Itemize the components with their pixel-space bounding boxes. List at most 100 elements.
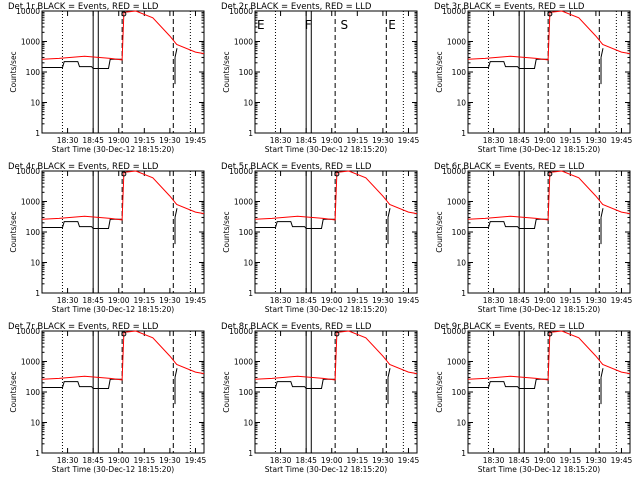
y-tick-label: 100 xyxy=(26,68,41,77)
x-tick-label: 19:30 xyxy=(372,456,394,465)
events-spike xyxy=(600,48,604,85)
x-tick-label: 19:15 xyxy=(347,456,369,465)
x-tick-label: 18:30 xyxy=(483,296,505,305)
x-tick-label: 19:30 xyxy=(159,456,181,465)
lld-series-line xyxy=(467,10,631,61)
x-tick-label: 18:30 xyxy=(483,456,505,465)
x-tick-label: 19:30 xyxy=(585,296,607,305)
x-tick-label: 19:45 xyxy=(398,136,420,145)
y-tick-label: 1000 xyxy=(234,38,253,47)
x-tick-label: 19:00 xyxy=(321,456,343,465)
x-tick-label: 19:15 xyxy=(347,296,369,305)
events-series-line xyxy=(42,218,123,229)
x-tick-label: 18:45 xyxy=(295,296,317,305)
y-tick-label: 10000 xyxy=(442,167,466,176)
y-axis-label: Counts/sec xyxy=(9,211,18,252)
lld-series-line xyxy=(254,170,418,221)
x-axis-label: Start Time (30-Dec-12 18:15:20) xyxy=(265,145,387,154)
detector-panel: Det 8r BLACK = Events, RED = LLD 1 10 100 10… xyxy=(221,322,420,474)
lld-series-line xyxy=(254,330,418,381)
y-tick-label: 10 xyxy=(456,419,466,428)
x-tick-label: 18:45 xyxy=(508,456,530,465)
y-tick-label: 10000 xyxy=(16,7,40,16)
x-tick-label: 19:00 xyxy=(108,296,130,305)
x-tick-label: 19:00 xyxy=(108,136,130,145)
detector-panel: Det 3r BLACK = Events, RED = LLD 1 10 100 10… xyxy=(434,2,633,154)
x-tick-label: 18:30 xyxy=(270,296,292,305)
y-tick-label: 100 xyxy=(239,388,254,397)
events-spike xyxy=(174,368,178,405)
y-tick-label: 1 xyxy=(35,449,40,458)
y-tick-label: 10 xyxy=(456,259,466,268)
y-axis-label: Counts/sec xyxy=(222,371,231,412)
x-tick-label: 18:30 xyxy=(57,456,79,465)
panel-title: Det 9r BLACK = Events, RED = LLD xyxy=(434,322,585,332)
lld-series-line xyxy=(467,170,631,221)
events-series-line xyxy=(42,58,123,69)
y-axis-label: Counts/sec xyxy=(222,51,231,92)
panel-title: Det 4r BLACK = Events, RED = LLD xyxy=(8,162,159,172)
events-spike xyxy=(174,48,178,85)
x-axis-label: Start Time (30-Dec-12 18:15:20) xyxy=(52,145,174,154)
y-axis-label: Counts/sec xyxy=(9,371,18,412)
x-axis-label: Start Time (30-Dec-12 18:15:20) xyxy=(265,465,387,474)
y-tick-label: 100 xyxy=(26,388,41,397)
y-tick-label: 10000 xyxy=(16,327,40,336)
x-tick-label: 19:15 xyxy=(134,296,156,305)
events-spike xyxy=(387,368,391,405)
peak-marker xyxy=(547,11,553,17)
events-spike xyxy=(600,368,604,405)
y-tick-label: 1000 xyxy=(447,198,466,207)
peak-marker xyxy=(121,11,127,17)
x-axis-label: Start Time (30-Dec-12 18:15:20) xyxy=(478,145,600,154)
events-series-line xyxy=(255,378,336,389)
y-tick-label: 100 xyxy=(26,228,41,237)
y-tick-label: 10 xyxy=(30,259,40,268)
x-tick-label: 18:30 xyxy=(57,296,79,305)
x-tick-label: 19:15 xyxy=(347,136,369,145)
x-tick-label: 19:15 xyxy=(134,136,156,145)
detector-panel: Det 7r BLACK = Events, RED = LLD 1 10 100 10… xyxy=(8,322,207,474)
y-axis-label: Counts/sec xyxy=(222,211,231,252)
y-axis-label: Counts/sec xyxy=(435,371,444,412)
x-tick-label: 18:45 xyxy=(295,136,317,145)
peak-marker xyxy=(121,171,127,177)
y-tick-label: 10 xyxy=(30,419,40,428)
x-axis-label: Start Time (30-Dec-12 18:15:20) xyxy=(478,465,600,474)
y-tick-label: 100 xyxy=(239,68,254,77)
x-tick-label: 19:45 xyxy=(611,456,633,465)
x-tick-label: 19:45 xyxy=(611,136,633,145)
y-tick-label: 1000 xyxy=(234,198,253,207)
x-tick-label: 19:15 xyxy=(560,136,582,145)
lld-series-line xyxy=(467,330,631,381)
x-tick-label: 18:30 xyxy=(270,136,292,145)
y-tick-label: 1000 xyxy=(234,358,253,367)
y-tick-label: 10 xyxy=(456,99,466,108)
y-tick-label: 10000 xyxy=(229,327,253,336)
y-tick-label: 1 xyxy=(35,289,40,298)
x-axis-label: Start Time (30-Dec-12 18:15:20) xyxy=(478,305,600,314)
detector-panel: Det 4r BLACK = Events, RED = LLD 1 10 100 10… xyxy=(8,162,207,314)
detector-panel: Det 1r BLACK = Events, RED = LLD 1 10 100 10… xyxy=(8,2,207,154)
y-tick-label: 1 xyxy=(461,449,466,458)
x-tick-label: 19:00 xyxy=(534,296,556,305)
x-tick-label: 18:45 xyxy=(295,456,317,465)
events-spike xyxy=(387,208,391,245)
panel-title: Det 1r BLACK = Events, RED = LLD xyxy=(8,2,159,12)
x-tick-label: 19:45 xyxy=(398,456,420,465)
y-tick-label: 100 xyxy=(452,388,467,397)
y-tick-label: 1000 xyxy=(447,38,466,47)
events-series-line xyxy=(42,378,123,389)
y-tick-label: 10000 xyxy=(442,7,466,16)
peak-marker xyxy=(121,331,127,337)
x-tick-label: 19:00 xyxy=(321,296,343,305)
peak-marker xyxy=(547,171,553,177)
y-tick-label: 10000 xyxy=(229,167,253,176)
detector-panel: Det 5r BLACK = Events, RED = LLD 1 10 100 10… xyxy=(221,162,420,314)
panel-title: Det 5r BLACK = Events, RED = LLD xyxy=(221,162,372,172)
x-tick-label: 19:15 xyxy=(560,456,582,465)
x-tick-label: 18:30 xyxy=(57,136,79,145)
y-tick-label: 1 xyxy=(35,129,40,138)
y-tick-label: 10 xyxy=(243,419,253,428)
